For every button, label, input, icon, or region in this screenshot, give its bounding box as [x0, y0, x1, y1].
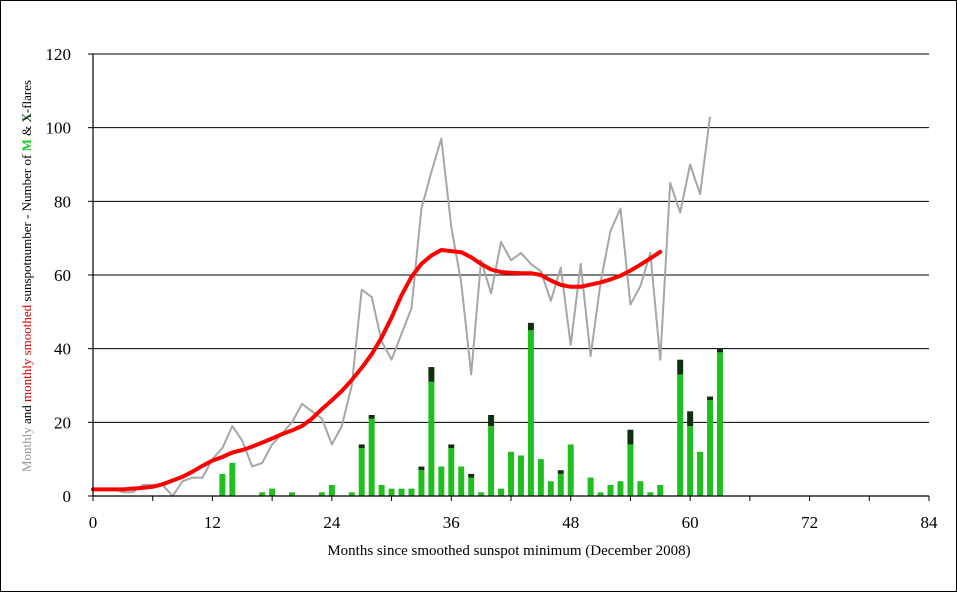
m-flare-bar: [567, 444, 574, 496]
m-flare-bar: [707, 400, 714, 496]
monthly-sunspot-line: [93, 116, 711, 497]
m-flare-bar: [637, 481, 644, 496]
x-flare-bar: [527, 322, 534, 331]
x-flare-bar: [557, 470, 564, 474]
y-tick-label: 20: [54, 413, 71, 432]
m-flare-bar: [657, 484, 664, 496]
m-flare-bar: [398, 488, 405, 496]
y-axis-label-part: Monthly: [19, 427, 34, 472]
y-tick-label: 120: [46, 45, 72, 64]
m-flare-bar: [289, 492, 296, 496]
x-flare-bar: [687, 411, 694, 427]
m-flare-bar: [368, 418, 375, 496]
y-axis-label-part: M: [19, 139, 34, 151]
y-tick-label: 80: [54, 192, 71, 211]
y-tick-label: 100: [46, 119, 72, 138]
flare-bars: [219, 322, 723, 496]
x-tick-label: 24: [323, 513, 341, 532]
m-flare-bar: [587, 477, 594, 496]
m-flare-bar: [229, 462, 236, 496]
m-flare-bar: [717, 352, 723, 496]
m-flare-bar: [547, 481, 554, 496]
m-flare-bar: [378, 484, 385, 496]
m-flare-bar: [458, 466, 465, 496]
m-flare-bar: [508, 451, 514, 496]
x-tick-label: 72: [801, 513, 818, 532]
x-flare-bar: [488, 414, 495, 427]
axes: [88, 53, 930, 501]
x-flare-bar: [418, 466, 425, 471]
m-flare-bar: [328, 484, 335, 496]
m-flare-bar: [697, 451, 704, 496]
m-flare-bar: [517, 455, 524, 496]
m-flare-bar: [627, 444, 634, 496]
x-flare-bar: [627, 429, 634, 445]
m-flare-bar: [677, 374, 684, 496]
m-flare-bar: [498, 488, 505, 496]
m-flare-bar: [527, 330, 534, 496]
y-tick-label: 40: [54, 340, 71, 359]
m-flare-bar: [388, 488, 395, 496]
m-flare-bar: [597, 492, 604, 496]
m-flare-bar: [418, 470, 425, 496]
x-tick-label: 60: [682, 513, 699, 532]
y-axis-label-part: -flares: [19, 80, 34, 113]
m-flare-bar: [448, 448, 455, 496]
x-tick-label: 12: [204, 513, 221, 532]
y-axis-label-part: and: [19, 402, 34, 427]
m-flare-bar: [358, 448, 365, 496]
m-flare-bar: [219, 473, 226, 496]
m-flare-bar: [488, 426, 495, 496]
x-flare-bar: [358, 444, 365, 449]
m-flare-bar: [318, 492, 325, 496]
x-tick-label: 36: [443, 513, 460, 532]
x-flare-bar: [368, 414, 375, 419]
y-axis-label-part: X: [19, 113, 34, 123]
x-flare-bar: [448, 444, 455, 449]
m-flare-bar: [478, 492, 485, 496]
x-axis-label: Months since smoothed sunspot minimum (D…: [327, 543, 690, 559]
y-tick-label: 60: [54, 266, 71, 285]
y-axis-label: Monthly and monthly smoothed sunspotnumb…: [19, 80, 34, 472]
x-flare-bar: [677, 359, 684, 375]
m-flare-bar: [438, 466, 445, 496]
x-tick-labels: 0 12 24 36 48 60 72 84: [89, 513, 938, 532]
smoothed-sunspot-line: [91, 248, 663, 492]
m-flare-bar: [537, 459, 544, 496]
m-flare-bar: [348, 492, 355, 496]
x-tick-label: 48: [562, 513, 579, 532]
sunspot-lines: [91, 116, 711, 497]
y-tick-labels: 0 20 40 60 80 100 120: [46, 45, 72, 506]
x-flare-bar: [468, 473, 475, 478]
m-flare-bar: [607, 484, 614, 496]
m-flare-bar: [428, 381, 435, 496]
y-axis-label-part: sunspotnumber - Number of: [19, 151, 34, 304]
x-tick-label: 84: [921, 513, 939, 532]
m-flare-bar: [408, 488, 415, 496]
y-tick-label: 0: [63, 487, 72, 506]
m-flare-bar: [647, 492, 654, 496]
m-flare-bar: [269, 488, 276, 496]
x-flare-bar: [428, 367, 435, 382]
x-flare-bar: [717, 348, 723, 353]
x-flare-bar: [707, 396, 714, 401]
y-axis-label-part: monthly smoothed: [19, 304, 34, 402]
m-flare-bar: [468, 477, 475, 496]
y-axis-label-part: &: [19, 123, 34, 140]
m-flare-bar: [557, 473, 564, 496]
m-flare-bar: [617, 481, 624, 496]
m-flare-bar: [259, 492, 266, 496]
x-tick-label: 0: [89, 513, 98, 532]
gridlines: [93, 53, 929, 423]
m-flare-bar: [687, 426, 694, 496]
